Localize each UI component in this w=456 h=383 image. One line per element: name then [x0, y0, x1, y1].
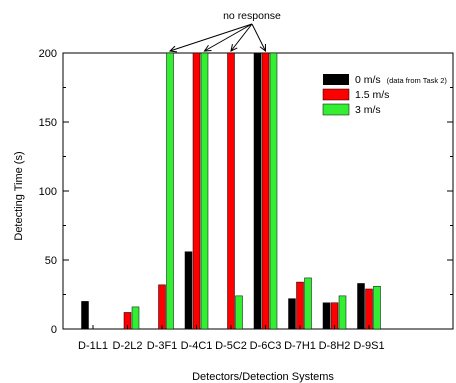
x-tick-label: D-3F1: [147, 340, 178, 352]
y-tick-label: 150: [39, 117, 57, 129]
legend-label-0ms: 0 m/s (data from Task 2): [355, 74, 447, 86]
bar-d-6c3-series-2: [269, 52, 278, 330]
annotation-arrow: [169, 23, 253, 52]
annotation-arrowhead: [203, 44, 212, 52]
legend-label-0ms-name: 0 m/s: [355, 74, 381, 86]
bar-d-9s1-series-2: [373, 285, 381, 330]
bar-d-9s1-series-0: [357, 283, 365, 330]
x-tick-label: D-5C2: [215, 340, 247, 352]
bar-d-5c2-series-1: [227, 52, 235, 330]
x-tick-label: D-6C3: [250, 340, 282, 352]
annotation-arrowhead: [168, 45, 178, 53]
x-axis: D-1L1 D-2L2 D-3F1 D-4C1 D-5C2 D-6C3 D-7H1 D-8H2…: [78, 325, 385, 352]
x-tick-label: D-8H2: [319, 340, 351, 352]
bar-d-3f1-series-2: [166, 52, 174, 330]
x-tick-label: D-7H1: [284, 340, 316, 352]
legend-label-3ms: 3 m/s: [355, 104, 381, 116]
y-tick-label: 200: [39, 48, 57, 60]
bar-d-5c2-series-2: [235, 295, 243, 330]
bar-d-8h2-series-0: [322, 302, 331, 330]
x-tick-label: D-2L2: [113, 340, 143, 352]
bars-group: [81, 52, 381, 330]
x-axis-label: Detectors/Detection Systems: [192, 371, 334, 383]
legend-swatch-1-5ms: [322, 88, 350, 101]
y-tick-label: 0: [51, 324, 57, 336]
annotation-arrow: [230, 23, 253, 52]
x-tick-label: D-1L1: [78, 340, 108, 352]
annotation-text: no response: [223, 10, 281, 22]
y-axis-label: Detecting Time (s): [13, 151, 25, 240]
annotation-arrow: [204, 23, 253, 52]
annotation-arrow: [251, 23, 266, 52]
bar-d-1l1-series-0: [81, 301, 89, 330]
annotation-arrowhead: [230, 44, 238, 52]
legend-swatch-0ms: [323, 74, 349, 85]
bar-d-4c1-series-2: [200, 52, 209, 330]
bar-d-7h1-series-0: [288, 298, 296, 330]
legend-swatch-3ms: [322, 103, 350, 116]
bar-d-7h1-series-1: [296, 281, 304, 330]
y-axis: 0 50 100 150 200: [39, 48, 453, 336]
x-tick-label: D-9S1: [353, 340, 384, 352]
bar-d-9s1-series-1: [365, 288, 373, 330]
bar-d-3f1-series-1: [158, 284, 166, 330]
annotation-arrowhead: [259, 43, 267, 53]
y-tick-label: 50: [45, 255, 57, 267]
bar-d-6c3-series-0: [253, 52, 262, 330]
bar-d-7h1-series-2: [304, 277, 312, 330]
bar-d-6c3-series-1: [261, 52, 270, 330]
legend-label-1-5ms: 1.5 m/s: [355, 89, 389, 101]
bar-d-4c1-series-0: [184, 251, 193, 330]
no-response-annotation: no response: [168, 10, 281, 53]
bar-d-2l2-series-2: [131, 306, 140, 330]
x-tick-label: D-4C1: [181, 340, 213, 352]
y-tick-label: 100: [39, 186, 57, 198]
legend-label-0ms-note: (data from Task 2): [387, 76, 448, 85]
bar-d-4c1-series-1: [192, 52, 201, 330]
bar-d-8h2-series-2: [338, 295, 347, 330]
legend: 0 m/s (data from Task 2) 1.5 m/s 3 m/s: [322, 74, 447, 116]
